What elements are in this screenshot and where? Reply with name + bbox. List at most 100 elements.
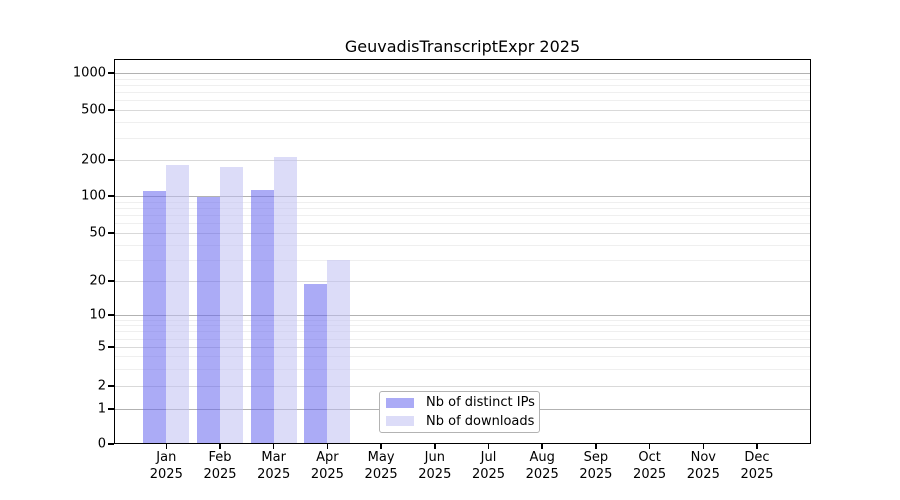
gridline-minor [114,100,811,102]
x-tick-month: Oct [638,450,661,465]
y-tick-mark [108,408,114,410]
bar-nb-of-distinct-ips-jan [143,191,167,444]
y-tick-label: 10 [89,307,106,323]
x-tick-label-oct: Oct 2025 [622,450,678,483]
x-tick-mark [487,444,490,449]
x-tick-year: 2025 [525,466,559,482]
x-tick-year: 2025 [633,466,667,482]
y-tick-mark [108,385,114,387]
y-tick-mark [108,195,114,197]
bar-nb-of-downloads-feb [220,167,243,444]
y-tick-mark [108,72,114,74]
x-tick-month: Sep [583,450,609,465]
bar-nb-of-downloads-apr [327,259,351,444]
x-tick-year: 2025 [579,466,613,482]
gridline-minor [114,259,811,261]
x-tick-year: 2025 [203,466,237,482]
x-tick-label-feb: Feb 2025 [192,450,248,483]
x-tick-mark [756,444,758,449]
x-tick-label-aug: Aug 2025 [514,450,570,483]
gridline-major [114,160,811,161]
x-tick-month: Jun [424,450,445,465]
x-tick-mark [702,444,705,449]
gridline-minor [114,137,811,139]
y-tick-label: 0 [97,436,106,452]
x-tick-mark [648,444,651,449]
y-tick-label: 1000 [72,65,106,81]
gridline-major [114,386,811,387]
x-tick-mark [272,444,275,449]
bar-nb-of-downloads-mar [273,157,297,444]
gridline-minor [114,368,811,370]
gridline-minor [114,207,811,209]
gridline-decade [114,315,811,316]
x-tick-month: Jul [480,450,497,465]
gridline-major [114,110,811,111]
gridline-minor [114,338,811,340]
gridline-decade [114,73,811,74]
legend: Nb of distinct IPs Nb of downloads [379,391,540,433]
x-tick-label-mar: Mar 2025 [246,450,302,483]
x-tick-month: Dec [744,450,770,465]
y-tick-mark [108,314,114,316]
legend-swatch-nb-of-distinct-ips [386,397,414,408]
legend-item-nb-of-distinct-ips: Nb of distinct IPs [386,395,535,411]
x-tick-label-jul: Jul 2025 [461,450,517,483]
y-tick-mark [108,109,114,111]
gridline-minor [114,356,811,358]
y-tick-label: 5 [97,339,106,355]
legend-item-nb-of-downloads: Nb of downloads [386,413,535,430]
gridline-minor [114,92,811,94]
legend-label: Nb of distinct IPs [426,395,535,411]
y-tick-label: 500 [81,102,106,118]
plot-area [114,59,811,444]
x-tick-year: 2025 [149,466,183,482]
y-tick-label: 1 [97,401,106,417]
gridline-minor [114,122,811,124]
x-tick-mark [434,444,436,449]
x-tick-mark [165,444,168,449]
x-tick-mark [219,444,221,449]
bar-nb-of-downloads-jan [166,165,190,444]
gridline-minor [114,223,811,225]
bar-nb-of-distinct-ips-mar [250,189,274,444]
x-tick-label-jan: Jan 2025 [138,450,194,483]
gridline-major [114,281,811,282]
gridline-minor [114,201,811,203]
x-tick-label-may: May 2025 [353,450,409,483]
gridline-minor [114,331,811,333]
x-tick-month: May [367,450,395,465]
x-tick-year: 2025 [257,466,291,482]
gridline-decade [114,196,811,197]
bar-nb-of-distinct-ips-feb [197,196,220,444]
y-tick-mark [108,159,114,161]
x-tick-year: 2025 [471,466,506,482]
legend-label: Nb of downloads [426,413,535,429]
x-tick-mark [595,444,597,449]
x-tick-year: 2025 [740,466,774,482]
gridline-minor [114,319,811,321]
y-tick-label: 20 [89,273,106,289]
x-tick-label-jun: Jun 2025 [407,450,463,483]
x-tick-label-apr: Apr 2025 [299,450,355,483]
gridline-minor [114,84,811,86]
gridline-major [114,233,811,234]
x-tick-year: 2025 [310,466,344,482]
gridline-minor [114,78,811,80]
x-tick-month: Feb [208,450,232,465]
y-tick-mark [108,443,114,445]
chart-title: GeuvadisTranscriptExpr 2025 [344,37,581,56]
x-tick-month: Jan [156,450,177,465]
y-tick-label: 2 [97,378,106,394]
legend-swatch-nb-of-downloads [386,416,414,427]
y-tick-label: 50 [89,225,106,241]
x-tick-month: Nov [690,450,716,465]
x-tick-label-nov: Nov 2025 [675,450,731,483]
gridline-minor [114,244,811,246]
x-tick-mark [541,444,543,449]
gridline-major [114,347,811,348]
y-tick-mark [108,346,114,348]
gridline-minor [114,325,811,327]
gridline-minor [114,215,811,217]
x-tick-mark [326,444,329,449]
